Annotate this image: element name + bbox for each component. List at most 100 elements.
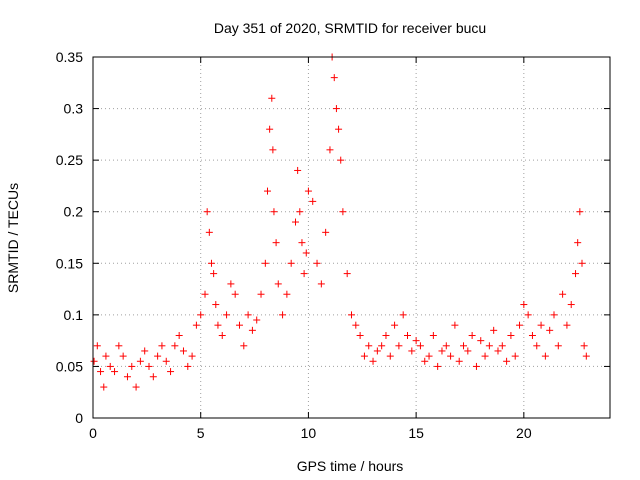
data-point bbox=[309, 197, 317, 205]
data-point bbox=[330, 74, 338, 82]
data-point bbox=[511, 352, 519, 360]
data-point bbox=[339, 208, 347, 216]
y-tick-label: 0.25 bbox=[56, 152, 83, 168]
data-point bbox=[567, 301, 575, 309]
data-point bbox=[218, 331, 226, 339]
data-point bbox=[171, 342, 179, 350]
data-point bbox=[203, 208, 211, 216]
data-point bbox=[382, 331, 390, 339]
data-point bbox=[304, 187, 312, 195]
data-point bbox=[378, 342, 386, 350]
data-point bbox=[472, 362, 480, 370]
data-point bbox=[373, 347, 381, 355]
data-point bbox=[149, 373, 157, 381]
data-point bbox=[451, 321, 459, 329]
y-tick-label: 0.3 bbox=[64, 101, 84, 117]
data-point bbox=[154, 352, 162, 360]
data-point bbox=[322, 228, 330, 236]
data-point bbox=[302, 249, 310, 257]
data-point bbox=[210, 270, 218, 278]
x-tick-label: 15 bbox=[408, 425, 424, 441]
data-point bbox=[477, 337, 485, 345]
data-point bbox=[447, 352, 455, 360]
y-tick-label: 0.35 bbox=[56, 49, 83, 65]
data-point bbox=[576, 208, 584, 216]
data-point bbox=[235, 321, 243, 329]
data-point bbox=[167, 368, 175, 376]
data-point bbox=[274, 280, 282, 288]
data-point bbox=[485, 342, 493, 350]
data-point bbox=[231, 290, 239, 298]
data-point bbox=[162, 357, 170, 365]
data-point bbox=[123, 373, 131, 381]
data-point bbox=[244, 311, 252, 319]
data-point bbox=[291, 218, 299, 226]
data-point bbox=[197, 311, 205, 319]
data-point bbox=[205, 228, 213, 236]
data-point bbox=[136, 357, 144, 365]
data-point bbox=[179, 347, 187, 355]
data-point bbox=[572, 270, 580, 278]
y-axis-label: SRMTID / TECUs bbox=[5, 183, 21, 293]
x-tick-label: 5 bbox=[197, 425, 205, 441]
data-point bbox=[106, 362, 114, 370]
data-point bbox=[337, 156, 345, 164]
grid-lines bbox=[93, 57, 610, 418]
data-point bbox=[559, 290, 567, 298]
data-point bbox=[494, 347, 502, 355]
data-point bbox=[343, 270, 351, 278]
y-tick-label: 0 bbox=[75, 410, 83, 426]
data-point bbox=[300, 270, 308, 278]
data-point bbox=[369, 357, 377, 365]
chart-title: Day 351 of 2020, SRMTID for receiver buc… bbox=[214, 20, 486, 36]
data-point bbox=[298, 239, 306, 247]
data-point bbox=[399, 311, 407, 319]
data-point bbox=[175, 331, 183, 339]
data-point bbox=[90, 357, 98, 365]
data-point bbox=[460, 342, 468, 350]
data-point bbox=[115, 342, 123, 350]
x-tick-label: 0 bbox=[89, 425, 97, 441]
data-point bbox=[100, 383, 108, 391]
data-point bbox=[537, 321, 545, 329]
data-point bbox=[582, 352, 590, 360]
data-point bbox=[438, 347, 446, 355]
data-point bbox=[574, 239, 582, 247]
data-point bbox=[503, 357, 511, 365]
data-point bbox=[326, 146, 334, 154]
x-tick-label: 20 bbox=[516, 425, 532, 441]
data-point bbox=[223, 311, 231, 319]
data-point bbox=[352, 321, 360, 329]
data-point bbox=[296, 208, 304, 216]
data-point bbox=[546, 326, 554, 334]
tick-labels: 0 5 10 15 20 0 0.05 0.1 0.15 0.2 0.25 0.3 0.35 bbox=[56, 49, 532, 441]
data-point bbox=[554, 342, 562, 350]
data-point bbox=[212, 301, 220, 309]
data-point bbox=[279, 311, 287, 319]
data-point bbox=[550, 311, 558, 319]
data-point bbox=[257, 290, 265, 298]
data-point bbox=[563, 321, 571, 329]
data-point bbox=[266, 125, 274, 133]
data-point bbox=[270, 208, 278, 216]
data-point bbox=[317, 280, 325, 288]
data-point bbox=[348, 311, 355, 319]
data-point bbox=[421, 357, 429, 365]
data-point bbox=[395, 342, 403, 350]
data-point bbox=[332, 105, 340, 113]
data-point bbox=[111, 368, 119, 376]
data-point bbox=[214, 321, 222, 329]
data-point bbox=[580, 342, 588, 350]
y-tick-label: 0.2 bbox=[64, 204, 84, 220]
x-axis-label: GPS time / hours bbox=[297, 458, 404, 474]
data-point bbox=[404, 331, 412, 339]
data-point bbox=[132, 383, 140, 391]
data-point bbox=[455, 357, 463, 365]
data-point bbox=[490, 326, 498, 334]
data-point bbox=[188, 352, 196, 360]
data-point bbox=[272, 239, 280, 247]
data-point bbox=[248, 326, 256, 334]
data-point bbox=[192, 321, 200, 329]
x-tick-label: 10 bbox=[301, 425, 317, 441]
